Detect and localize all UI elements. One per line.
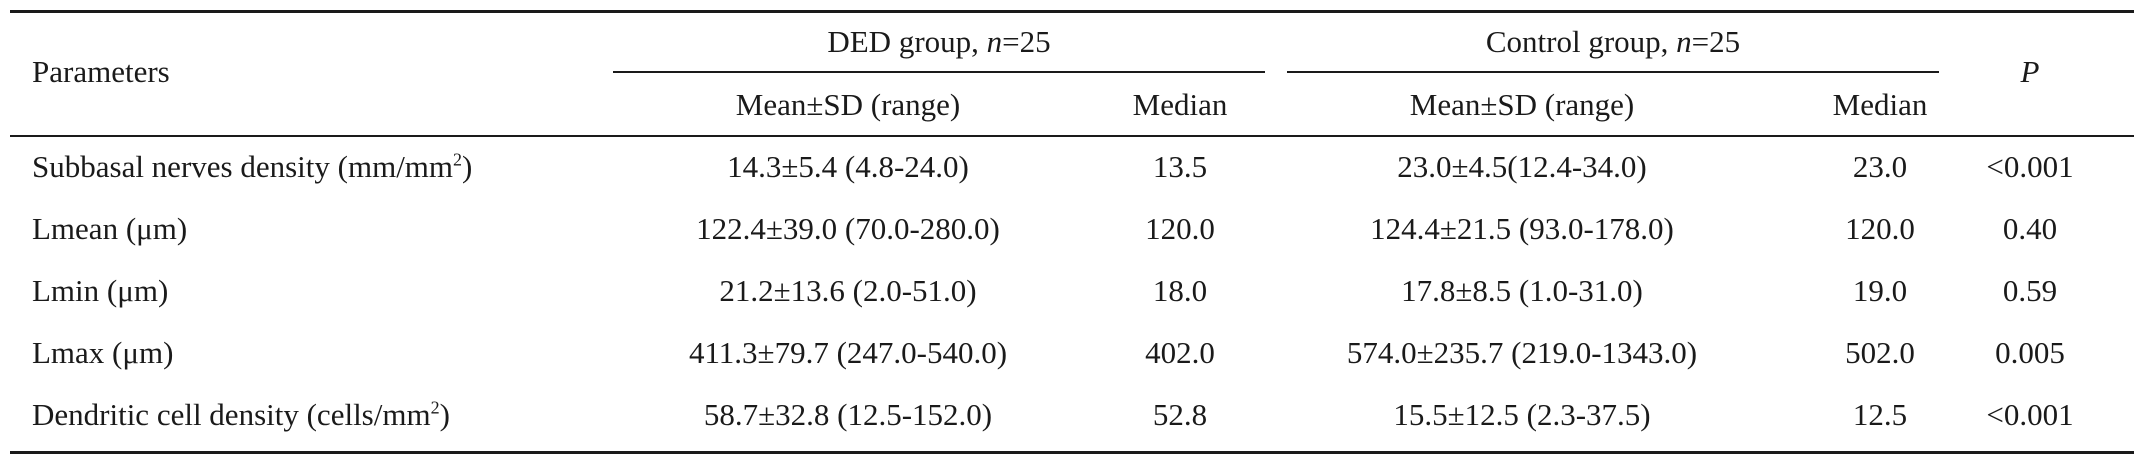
header-control-median: Median <box>1832 87 1928 122</box>
row-param: Lmin (μm) <box>32 273 169 308</box>
row-p: <0.001 <box>1986 149 2074 184</box>
comparison-table: Parameters DED group, n=25 Control group… <box>10 0 2134 460</box>
row-param: Lmean (μm) <box>32 211 188 246</box>
header-parameters: Parameters <box>32 54 170 89</box>
row-ded-median: 120.0 <box>1145 211 1215 246</box>
row-p: 0.40 <box>2002 211 2058 246</box>
row-control-mean: 23.0±4.5(12.4-34.0) <box>1397 149 1647 184</box>
row-ded-median: 18.0 <box>1152 273 1208 308</box>
row-p: 0.59 <box>2002 273 2058 308</box>
row-ded-median: 13.5 <box>1152 149 1208 184</box>
header-control-mean: Mean±SD (range) <box>1409 87 1635 122</box>
row-p: 0.005 <box>1995 335 2065 370</box>
row-control-mean: 17.8±8.5 (1.0-31.0) <box>1401 273 1643 308</box>
ded-group-rule <box>613 71 1265 73</box>
header-ded-mean: Mean±SD (range) <box>735 87 961 122</box>
row-control-median: 19.0 <box>1852 273 1908 308</box>
row-control-mean: 15.5±12.5 (2.3-37.5) <box>1393 397 1651 432</box>
header-p: P <box>2020 54 2040 89</box>
row-control-median: 12.5 <box>1852 397 1908 432</box>
row-param: Lmax (μm) <box>32 335 174 370</box>
row-control-mean: 124.4±21.5 (93.0-178.0) <box>1370 211 1674 246</box>
top-rule <box>10 10 2134 13</box>
control-group-rule <box>1287 71 1939 73</box>
bottom-rule <box>10 451 2134 454</box>
row-param: Dendritic cell density (cells/mm2) <box>32 397 450 432</box>
header-rule <box>10 135 2134 137</box>
header-ded-group: DED group, n=25 <box>827 24 1051 59</box>
header-control-group: Control group, n=25 <box>1485 24 1741 59</box>
row-param: Subbasal nerves density (mm/mm2) <box>32 149 473 184</box>
row-ded-mean: 122.4±39.0 (70.0-280.0) <box>696 211 1000 246</box>
row-p: <0.001 <box>1986 397 2074 432</box>
row-control-median: 120.0 <box>1845 211 1915 246</box>
row-ded-mean: 21.2±13.6 (2.0-51.0) <box>719 273 977 308</box>
header-ded-median: Median <box>1132 87 1228 122</box>
row-ded-mean: 14.3±5.4 (4.8-24.0) <box>727 149 969 184</box>
row-ded-mean: 411.3±79.7 (247.0-540.0) <box>688 335 1008 370</box>
row-ded-median: 52.8 <box>1152 397 1208 432</box>
row-control-median: 502.0 <box>1845 335 1915 370</box>
row-ded-mean: 58.7±32.8 (12.5-152.0) <box>703 397 993 432</box>
row-ded-median: 402.0 <box>1145 335 1215 370</box>
row-control-mean: 574.0±235.7 (219.0-1343.0) <box>1346 335 1698 370</box>
row-control-median: 23.0 <box>1852 149 1908 184</box>
